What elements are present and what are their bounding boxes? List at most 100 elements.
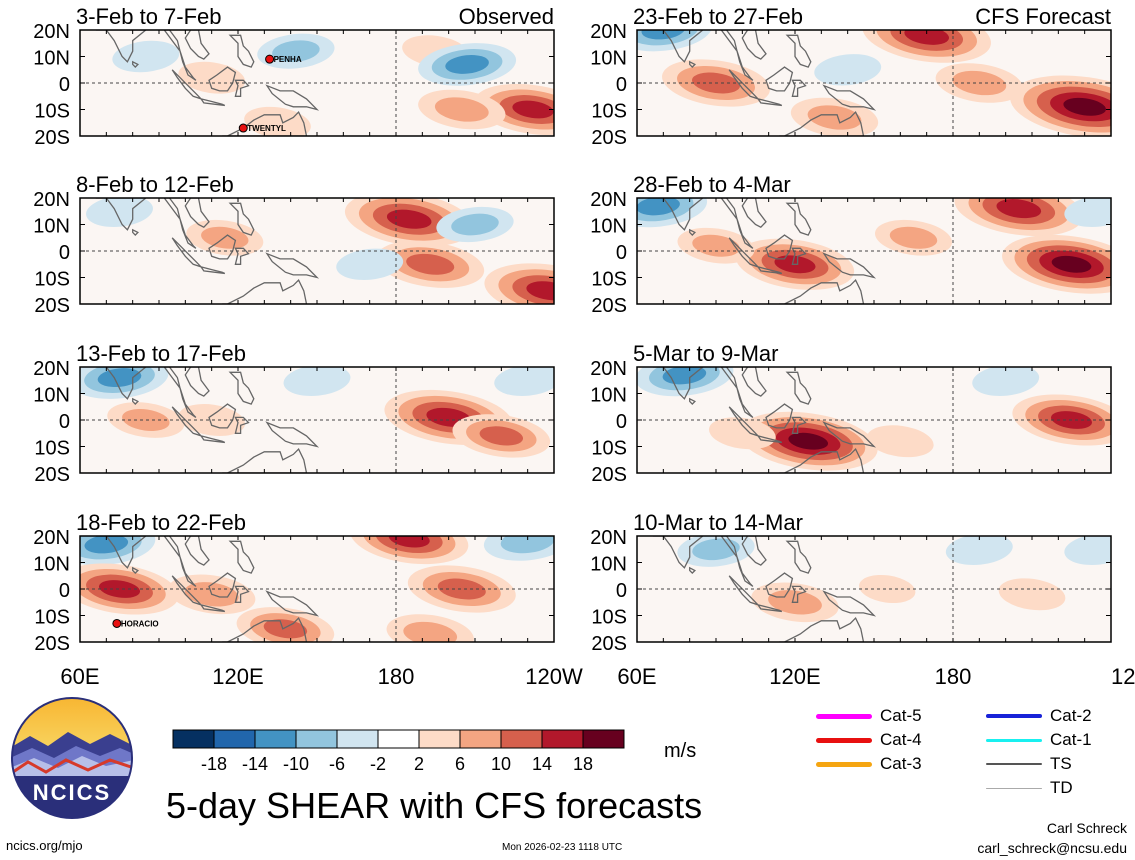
shear-blob-5-level-2 [403, 621, 458, 642]
legend-td: TD [986, 778, 1073, 798]
colorbar-box [172, 729, 215, 749]
shear-blob-3-level-5 [1063, 97, 1107, 116]
legend-cat2-line [986, 714, 1042, 718]
panel-period-title: 8-Feb to 12-Feb [76, 172, 234, 197]
y-tick-label: 0 [616, 411, 627, 433]
y-tick-label: 20S [591, 127, 627, 149]
panel-period-title: 5-Mar to 9-Mar [633, 341, 778, 366]
y-tick-label: 10N [590, 554, 627, 576]
y-tick-label: 0 [59, 411, 70, 433]
colorbar-tick-label: -10 [283, 754, 309, 774]
shear-blob-3-level-3 [479, 426, 524, 446]
legend-cat1-label: Cat-1 [1050, 730, 1092, 749]
shear-blob-6-level-1 [86, 198, 153, 228]
shear-blob-7-level-1 [244, 106, 311, 136]
shear-blob-2-level-3 [406, 253, 455, 275]
y-tick-label: 0 [59, 242, 70, 264]
panel-period-title: 13-Feb to 17-Feb [76, 341, 246, 366]
colorbar-tick-label: 2 [414, 754, 424, 774]
shear-blob-1-level-3 [637, 198, 680, 216]
y-tick-label: 20N [590, 21, 627, 43]
x-tick-label: 60E [617, 664, 656, 689]
shear-blob-7-level-3 [263, 619, 308, 639]
y-tick-label: 20N [590, 189, 627, 211]
colorbar-tick-label: -14 [242, 754, 268, 774]
footer-url[interactable]: ncics.org/mjo [6, 838, 83, 853]
x-tick-label: 120E [769, 664, 820, 689]
figure-title: 5-day SHEAR with CFS forecasts [166, 785, 703, 826]
shear-blob-5-level-2 [889, 226, 938, 249]
shear-blob-5-level-1 [336, 248, 404, 281]
panel-2: 20N 10N 0 10S 20S 8-Feb to 12-Feb [33, 172, 555, 317]
shear-blob-7-level-1 [283, 367, 351, 397]
y-tick-label: 10S [591, 607, 627, 629]
legend-td-label: TD [1050, 778, 1073, 797]
shear-blob-5-level-1 [866, 425, 934, 458]
shear-blob-4-level-3 [445, 54, 489, 74]
legend-cat3-label: Cat-3 [880, 754, 922, 773]
y-tick-label: 0 [59, 580, 70, 602]
shear-blob-4-level-1 [708, 417, 776, 450]
shear-blob-6-level-1 [494, 367, 554, 397]
panel-7: 20N 10N 0 10S 20S 5-Mar to 9-Mar [590, 341, 1112, 486]
y-tick-label: 20S [591, 633, 627, 655]
y-tick-label: 20N [590, 358, 627, 380]
y-tick-label: 20N [33, 189, 70, 211]
y-tick-label: 20S [34, 633, 70, 655]
shear-blob-7-level-1 [1064, 198, 1111, 228]
x-tick-label: 120W [525, 664, 583, 689]
y-tick-label: 10N [33, 48, 70, 70]
legend-ts-line [986, 763, 1042, 765]
panel-source-label: CFS Forecast [975, 4, 1111, 29]
y-tick-label: 10S [591, 438, 627, 460]
shear-blob-8-level-2 [500, 536, 554, 554]
legend-cat3: Cat-3 [816, 754, 922, 774]
storm-label: HORACIO [121, 619, 159, 628]
colorbar-tick-label: -2 [370, 754, 386, 774]
shear-blob-1-level-3 [84, 536, 129, 554]
shear-blob-1-level-4 [386, 209, 432, 229]
storm-marker [238, 123, 248, 133]
legend-cat2-label: Cat-2 [1050, 706, 1092, 725]
colorbar-tick-label: -18 [201, 754, 227, 774]
shear-blob-6-level-2 [434, 97, 489, 122]
storm-label: PENHA [274, 55, 302, 64]
legend-cat4: Cat-4 [816, 730, 922, 750]
colorbar-box [541, 729, 584, 749]
legend-td-line [986, 787, 1042, 789]
shear-blob-2-level-1 [112, 40, 180, 73]
shear-blob-4-level-2 [122, 408, 170, 432]
legend-cat5-label: Cat-5 [880, 706, 922, 725]
shear-blob-4-level-5 [1051, 255, 1092, 273]
panel-6: 20N 10N 0 10S 20S 28-Feb to 4-Mar [590, 172, 1112, 317]
y-tick-label: 20N [33, 358, 70, 380]
shear-blob-3-level-4 [526, 281, 554, 301]
y-tick-label: 10N [590, 385, 627, 407]
panel-1: PENHA TWENTYL 20N 10N 0 10S 20S 3-Feb to 7-Feb O… [33, 4, 555, 149]
colorbar-box [336, 729, 379, 749]
colorbar-tick-label: 10 [491, 754, 511, 774]
y-tick-label: 0 [616, 242, 627, 264]
shear-blob-6-level-1 [972, 367, 1040, 397]
legend-ts-label: TS [1050, 754, 1072, 773]
panel-grid: PENHA TWENTYL 20N 10N 0 10S 20S 3-Feb to 7-Feb O… [33, 4, 1112, 655]
y-tick-label: 10S [34, 269, 70, 291]
footer-author: Carl Schreck [1046, 820, 1127, 836]
shear-field [637, 536, 1111, 642]
shear-blob-4-level-1 [998, 578, 1066, 611]
panel-period-title: 28-Feb to 4-Mar [633, 172, 791, 197]
y-tick-label: 10S [34, 438, 70, 460]
shear-blob-4-level-4 [388, 536, 430, 548]
y-tick-label: 20N [33, 527, 70, 549]
footer-credit: Carl Schreck carl_schreck@ncsu.edu [977, 818, 1127, 858]
x-axis-labels: 60E 120E 180 120W 60E 120E 180 120W [60, 664, 1135, 689]
panel-5: 20N 10N 0 10S 20S 23-Feb to 27-Feb CFS Forecas… [590, 4, 1112, 149]
storm-label: TWENTYL [247, 124, 286, 133]
footer-timestamp: Mon 2026-02-23 1118 UTC [502, 842, 623, 853]
panel-4: HORACIO 20N 10N 0 10S 20S 18-Feb to 22-Feb [33, 510, 555, 655]
footer-email[interactable]: carl_schreck@ncsu.edu [977, 840, 1127, 856]
panel-3: 20N 10N 0 10S 20S 13-Feb to 17-Feb [33, 341, 555, 486]
y-tick-label: 10N [33, 216, 70, 238]
shear-blob-7-level-1 [814, 54, 882, 86]
shear-blob-2-level-1 [945, 536, 1013, 566]
